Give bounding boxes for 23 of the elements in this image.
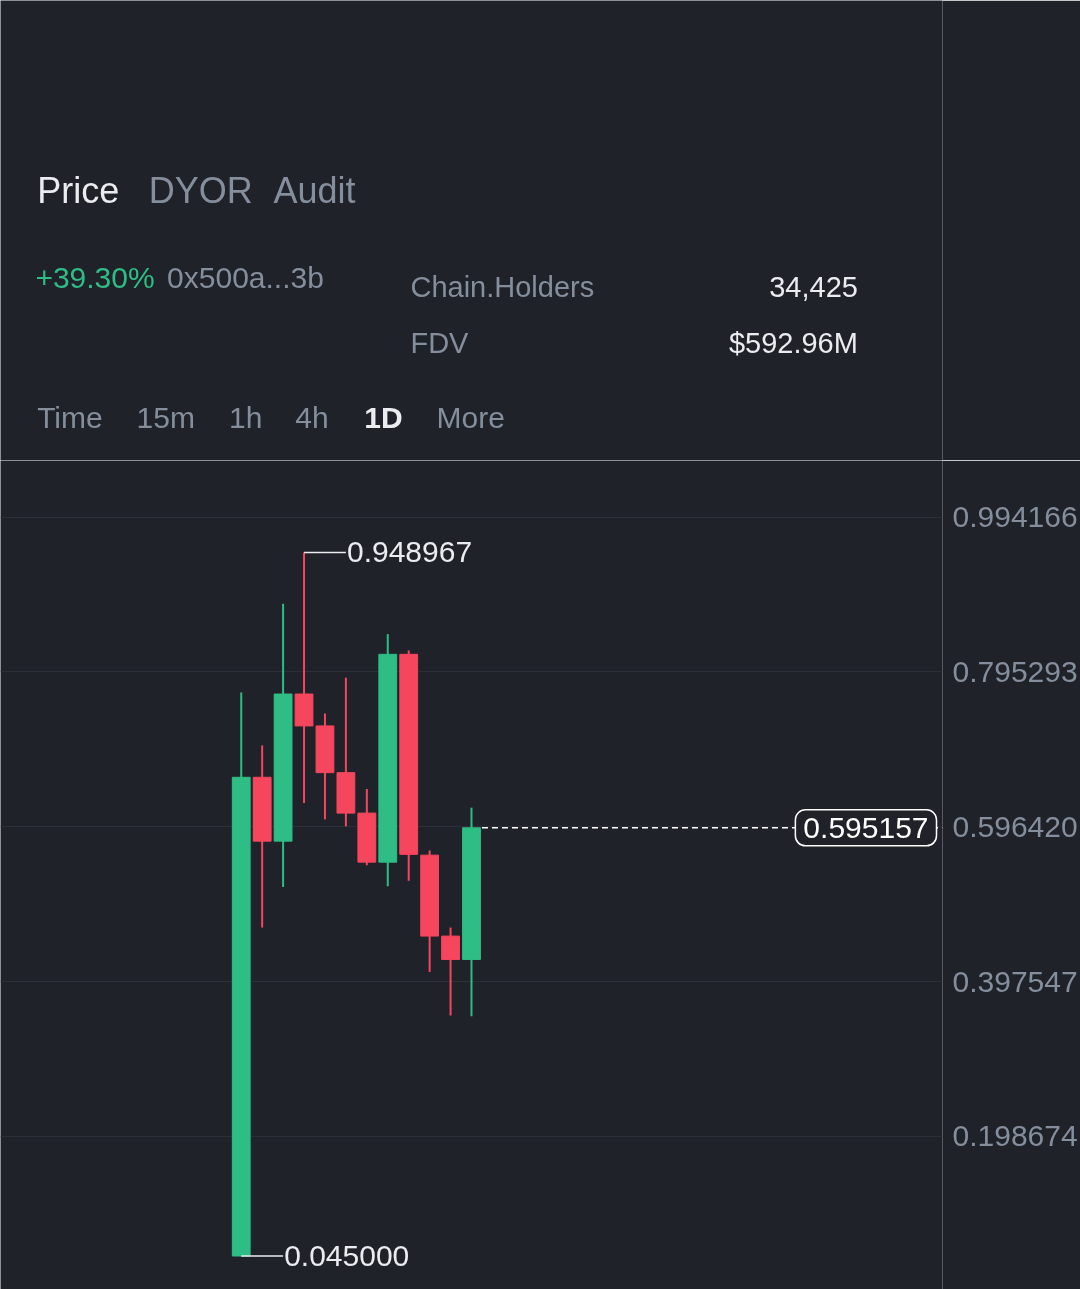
text: DYOR xyxy=(148,170,253,211)
text: Chain.Holders xyxy=(410,270,595,303)
text: 1D xyxy=(364,401,403,434)
text: FDV xyxy=(410,326,470,359)
text: 15m xyxy=(136,401,195,434)
text: More xyxy=(436,401,505,434)
text: +39.30% xyxy=(35,261,155,294)
text: Audit xyxy=(273,170,356,211)
y-tick-label: 0.198674 xyxy=(952,1119,1078,1153)
y-tick-label: 0.397547 xyxy=(952,964,1078,998)
y-tick-label: 0.994166 xyxy=(952,500,1078,534)
text: Time xyxy=(37,401,103,434)
y-tick-label: 0.596420 xyxy=(952,809,1078,843)
text: 34,425 xyxy=(769,270,858,303)
y-tick-label: 0.795293 xyxy=(952,655,1078,688)
text: 1h xyxy=(229,401,263,434)
ref-line-label: 0.595157 xyxy=(803,810,929,844)
annotation: 0.045000 xyxy=(284,1239,410,1273)
annotation: 0.948967 xyxy=(346,535,473,569)
text: 4h xyxy=(295,401,329,434)
text: 0x500a...3b xyxy=(167,261,324,294)
text: Price xyxy=(37,170,120,211)
text: $592.96M xyxy=(728,326,858,359)
